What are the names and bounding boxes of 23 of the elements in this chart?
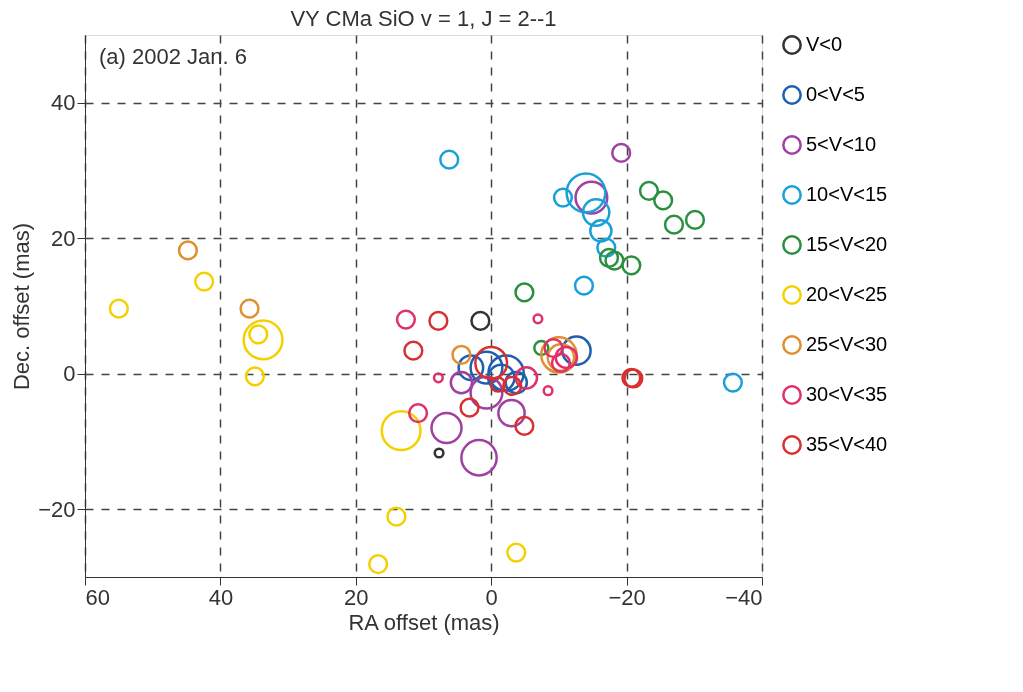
legend-label: 20<V<25 [806,283,888,305]
legend-label: 10<V<15 [806,183,888,205]
x-tick-label: 60 [85,584,110,610]
y-tick-label: 20 [51,225,76,251]
x-tick-label: −40 [725,584,763,610]
y-tick-label: 40 [51,90,76,116]
x-tick-label: −20 [608,584,646,610]
y-tick-label: 0 [63,361,76,387]
legend-label: 15<V<20 [806,233,888,255]
x-tick-label: 40 [208,584,234,610]
x-tick-label: 0 [485,584,498,610]
legend-label: 0<V<5 [806,83,865,105]
x-axis-title: RA offset (mas) [348,609,500,635]
legend-label: 30<V<35 [806,383,888,405]
legend-label: 35<V<40 [806,433,888,455]
chart-title: VY CMa SiO v = 1, J = 2--1 [290,6,557,31]
legend-label: 25<V<30 [806,333,888,355]
y-tick-label: −20 [38,496,76,522]
annotation: (a) 2002 Jan. 6 [99,44,247,69]
legend-label: V<0 [806,33,843,55]
x-tick-label: 20 [344,584,369,610]
y-axis-title: Dec. offset (mas) [9,222,35,391]
legend-label: 5<V<10 [806,133,877,155]
